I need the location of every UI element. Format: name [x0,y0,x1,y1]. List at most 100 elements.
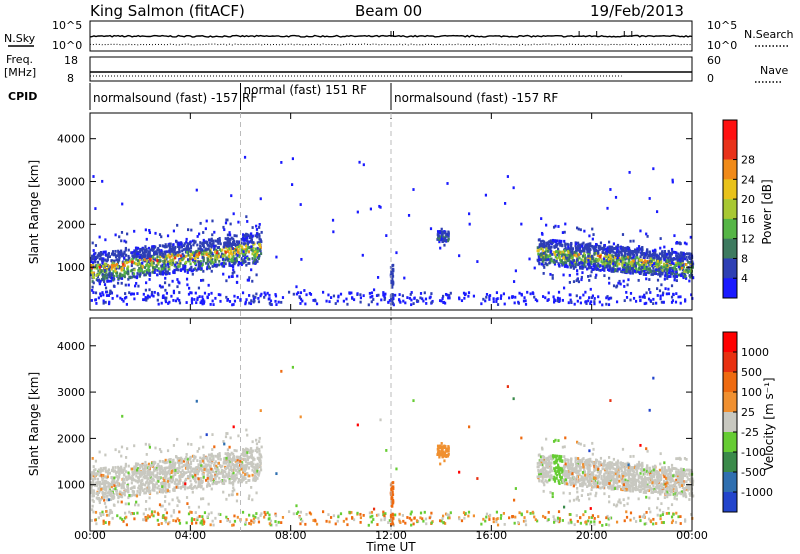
power-cell [594,244,598,248]
velocity-cell [152,463,155,466]
power-cell [104,274,107,278]
power-cell [148,228,151,232]
power-cell [163,271,166,275]
power-cell [606,206,609,210]
power-cell [115,258,118,262]
power-cell [612,242,616,246]
power-cell [620,270,623,273]
power-cell [252,249,255,253]
velocity-cell [207,502,210,506]
power-cell [185,254,188,258]
power-cell [161,263,164,267]
velocity-cell [182,481,185,485]
power-cell [104,258,107,262]
velocity-cell [137,479,140,483]
power-cell [620,250,623,254]
velocity-cell [107,482,111,485]
power-cell [564,246,567,250]
power-cell [441,233,444,237]
velocity-cell [214,460,217,464]
velocity-cell [233,463,236,467]
power-cell [221,248,224,252]
power-cell [542,256,545,259]
power-cell [178,247,181,251]
power-cell [633,257,636,261]
power-cell [158,259,161,262]
power-cell [623,254,626,257]
velocity-cell [247,466,251,470]
power-cell [263,295,266,299]
power-cell [667,249,670,253]
velocity-cell [197,465,200,469]
power-cell [378,204,381,208]
power-cell [179,262,182,265]
power-cell [153,271,156,274]
power-cell [196,235,199,238]
power-cell [569,254,572,257]
power-cell [672,262,675,266]
power-cell [599,264,602,267]
power-cell [559,242,562,245]
power-cell [92,257,95,261]
power-cell [618,267,621,271]
velocity-cell [194,476,197,480]
velocity-cell [197,463,200,467]
power-cell [624,252,627,255]
velocity-cell [102,493,105,497]
power-cell [93,255,96,259]
power-cell [669,266,672,270]
power-cell [685,277,688,280]
power-cell [665,267,668,271]
power-cell [211,299,214,303]
velocity-cell [172,444,176,447]
power-cell [193,254,196,258]
power-cell [164,243,167,247]
power-cell [391,299,394,303]
power-cell [578,244,581,247]
power-cell [643,259,647,263]
power-cell [643,265,646,269]
power-cell [156,259,159,262]
power-cell [548,240,551,244]
velocity-cell [580,465,583,469]
power-cell [593,252,596,255]
power-cell [620,258,623,262]
power-cell [96,266,99,270]
power-cell [143,270,146,273]
power-cell [174,261,178,265]
power-cell [152,266,155,270]
power-cell [167,260,170,264]
power-cell [138,273,141,277]
power-cell [600,258,603,261]
power-cell [150,263,153,267]
velocity-cell [189,457,192,461]
power-cell [591,294,595,298]
velocity-cell [207,482,211,486]
power-cell [599,241,603,245]
velocity-cell [151,488,154,492]
velocity-cell [232,452,235,456]
velocity-cell [185,496,189,499]
power-cell [123,239,126,243]
velocity-cell [210,487,213,491]
velocity-cell [227,464,230,468]
velocity-cell [202,487,205,491]
power-cell [544,258,547,262]
power-cell [642,263,645,267]
power-cell [567,243,570,247]
velocity-cell [245,453,248,457]
power-cell [102,293,105,297]
power-cell [659,261,663,264]
power-cell [684,257,687,261]
power-cell [125,258,128,262]
power-cell [372,298,375,301]
power-cell [301,299,304,303]
velocity-cell [144,460,147,464]
velocity-cell [243,474,246,478]
velocity-cell [150,477,153,481]
power-cell [609,296,613,300]
power-cell [616,256,619,260]
velocity-cell [145,486,148,490]
velocity-cell [188,476,191,479]
power-cell [230,264,233,268]
